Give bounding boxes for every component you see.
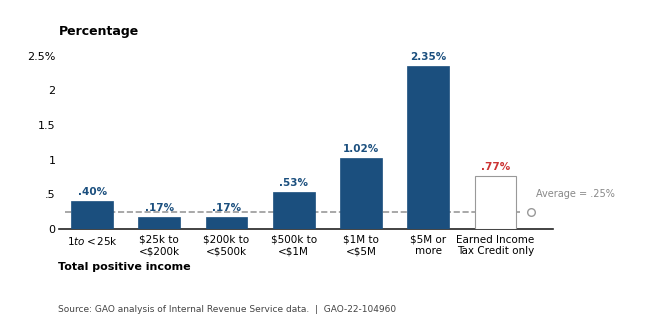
Text: .53%: .53%: [280, 178, 308, 188]
Text: .17%: .17%: [212, 203, 241, 213]
Text: Percentage: Percentage: [58, 25, 138, 38]
Bar: [474, 176, 516, 229]
Bar: [474, 176, 516, 229]
Bar: [138, 217, 180, 229]
Text: .17%: .17%: [145, 203, 174, 213]
Bar: [72, 201, 113, 229]
Bar: [408, 66, 449, 229]
Bar: [273, 192, 315, 229]
Text: Source: GAO analysis of Internal Revenue Service data.  |  GAO-22-104960: Source: GAO analysis of Internal Revenue…: [58, 305, 396, 314]
Text: Average = .25%: Average = .25%: [536, 189, 616, 199]
Bar: [340, 158, 382, 229]
Text: .77%: .77%: [481, 162, 510, 172]
Bar: [205, 217, 248, 229]
Text: 1.02%: 1.02%: [343, 144, 379, 154]
Text: 2.35%: 2.35%: [410, 52, 447, 62]
Text: Total positive income: Total positive income: [58, 262, 191, 272]
Text: .40%: .40%: [77, 187, 107, 197]
